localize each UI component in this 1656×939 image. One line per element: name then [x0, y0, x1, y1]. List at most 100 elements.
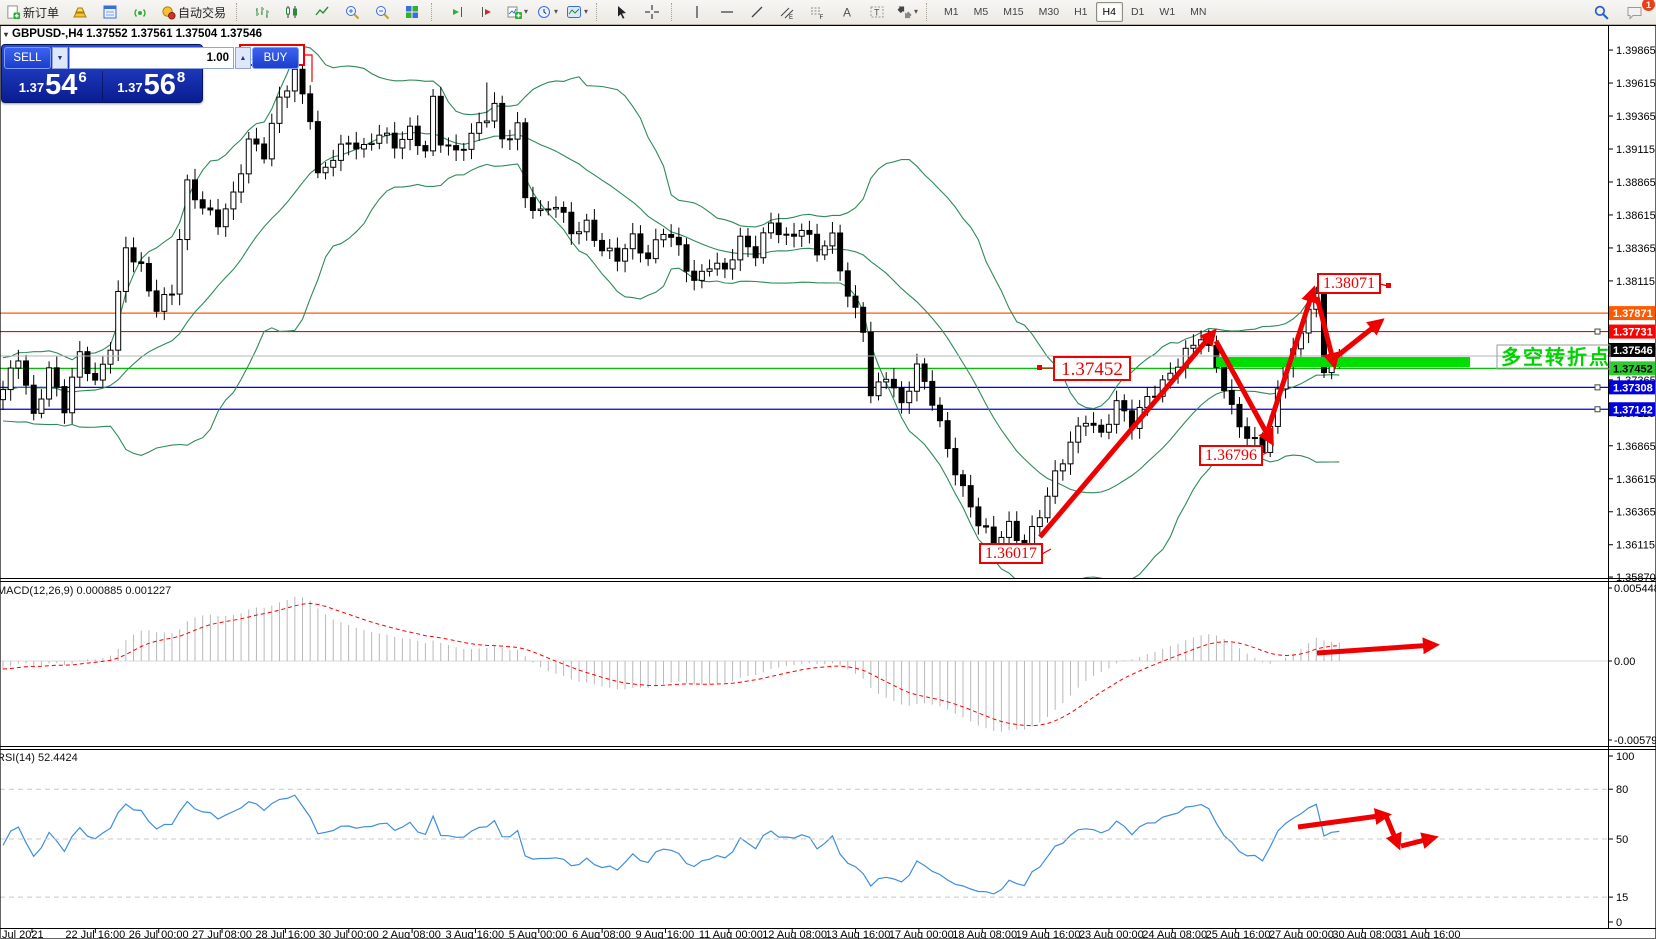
- period-button[interactable]: ▾: [532, 1, 562, 23]
- svg-text:1.39115: 1.39115: [1616, 144, 1655, 156]
- svg-text:22 Jul 16:00: 22 Jul 16:00: [65, 929, 125, 939]
- crosshair-icon: [645, 5, 660, 19]
- macd-indicator: [0, 596, 1608, 732]
- sell-price[interactable]: 1.37 54 6: [4, 69, 103, 101]
- gold-button[interactable]: [65, 1, 95, 23]
- svg-text:80: 80: [1616, 784, 1628, 796]
- candlesticks: [0, 56, 1343, 563]
- svg-text:26 Jul 00:00: 26 Jul 00:00: [129, 929, 189, 939]
- dropdown-caret-icon: ▾: [524, 7, 529, 16]
- svg-text:28 Jul 16:00: 28 Jul 16:00: [255, 929, 315, 939]
- signal-button[interactable]: [125, 1, 155, 23]
- timeframe-d1[interactable]: D1: [1130, 6, 1145, 18]
- svg-text:1.38865: 1.38865: [1616, 177, 1656, 189]
- timeframe-h1[interactable]: H1: [1074, 6, 1088, 18]
- cn-turning-point-label[interactable]: 多空转折点: [1496, 344, 1611, 370]
- cursor-button[interactable]: [607, 1, 637, 23]
- volume-increase-button[interactable]: ▲: [235, 47, 251, 69]
- buy-button[interactable]: BUY: [252, 47, 299, 69]
- buy-price[interactable]: 1.37 56 8: [103, 69, 201, 100]
- toolbar-right-group: 1: [1586, 0, 1655, 23]
- new-order-label: 新订单: [23, 5, 60, 20]
- candle-chart-icon: [286, 6, 298, 18]
- tile-windows-button[interactable]: [397, 1, 427, 23]
- timeframe-m5[interactable]: M5: [973, 6, 989, 18]
- svg-text:1.38615: 1.38615: [1616, 210, 1656, 222]
- macd-label: MACD(12,26,9) 0.000885 0.001227: [0, 585, 171, 597]
- time-axis[interactable]: Jul 2021 22 Jul 16:00 26 Jul 00:00 27 Jul 0…: [2, 929, 1461, 939]
- svg-text:100: 100: [1616, 751, 1634, 763]
- line-chart-button[interactable]: [307, 1, 337, 23]
- template-icon: [567, 6, 582, 18]
- crosshair-button[interactable]: [637, 1, 667, 23]
- vline-tool-button[interactable]: [682, 1, 712, 23]
- zoom-out-button[interactable]: [367, 1, 397, 23]
- svg-text:1.37871: 1.37871: [1613, 308, 1653, 320]
- svg-text:1.37452: 1.37452: [1613, 363, 1653, 375]
- svg-text:3 Aug 16:00: 3 Aug 16:00: [445, 929, 504, 939]
- auto-trading-button[interactable]: 自动交易: [155, 1, 232, 23]
- fibonacci-tool-button[interactable]: F: [802, 1, 832, 23]
- svg-text:1.38115: 1.38115: [1616, 276, 1655, 288]
- trendline-icon: [751, 6, 763, 18]
- bar-chart-button[interactable]: [247, 1, 277, 23]
- cursor-icon: [618, 6, 627, 19]
- svg-text:50: 50: [1616, 834, 1628, 846]
- chart-shift-icon: [482, 7, 492, 17]
- zoom-in-button[interactable]: [337, 1, 367, 23]
- volume-decrease-button[interactable]: ▼: [52, 47, 68, 69]
- candle-chart-button[interactable]: [277, 1, 307, 23]
- add-indicator-button[interactable]: ▾: [502, 1, 532, 23]
- timeframe-m1[interactable]: M1: [944, 6, 959, 18]
- svg-text:15: 15: [1616, 892, 1628, 904]
- horizontal-line-icon: [721, 11, 734, 13]
- timeframe-m30[interactable]: M30: [1038, 6, 1060, 18]
- search-button[interactable]: [1586, 1, 1616, 23]
- auto-scroll-button[interactable]: [442, 1, 472, 23]
- arrows-icon: [897, 6, 912, 19]
- horizontal-price-lines[interactable]: [0, 312, 1608, 413]
- toolbar-separator: [236, 3, 244, 21]
- label-tool-button[interactable]: T: [862, 1, 892, 23]
- market-watch-button[interactable]: [95, 1, 125, 23]
- chat-button[interactable]: 1: [1620, 0, 1655, 23]
- trend-arrows[interactable]: [1038, 285, 1440, 851]
- svg-text:31 Aug 16:00: 31 Aug 16:00: [1396, 929, 1461, 939]
- channel-tool-button[interactable]: E: [772, 1, 802, 23]
- template-button[interactable]: ▾: [562, 1, 592, 23]
- price-axis[interactable]: 1.39865 1.39615 1.39365 1.39115 1.38865 1.386…: [1608, 45, 1656, 929]
- gold-icon: [73, 7, 87, 18]
- timeframe-w1[interactable]: W1: [1159, 6, 1176, 18]
- hline-tool-button[interactable]: [712, 1, 742, 23]
- svg-text:30 Jul 00:00: 30 Jul 00:00: [319, 929, 379, 939]
- trendline-tool-button[interactable]: [742, 1, 772, 23]
- arrows-tool-button[interactable]: ▾: [892, 1, 922, 23]
- svg-text:1.36796: 1.36796: [1205, 447, 1257, 464]
- svg-text:9 Aug 16:00: 9 Aug 16:00: [636, 929, 695, 939]
- svg-text:1.39865: 1.39865: [1616, 45, 1656, 57]
- support-bar[interactable]: [1216, 357, 1470, 368]
- timeframe-m15[interactable]: M15: [1003, 6, 1024, 18]
- bollinger-bands: [2, 45, 1340, 578]
- new-order-button[interactable]: 新订单: [0, 1, 65, 23]
- timeframe-mn[interactable]: MN: [1190, 6, 1207, 18]
- timeframe-h4[interactable]: H4: [1095, 2, 1123, 22]
- collapse-triangle-icon[interactable]: ▾: [4, 29, 9, 39]
- dropdown-caret-icon: ▾: [554, 7, 559, 16]
- svg-text:1.37546: 1.37546: [1613, 345, 1653, 357]
- sell-button[interactable]: SELL: [4, 47, 51, 69]
- sell-price-big: 54: [45, 69, 78, 101]
- chart-shift-button[interactable]: [472, 1, 502, 23]
- svg-text:1.36017: 1.36017: [985, 545, 1037, 562]
- auto-trading-label: 自动交易: [178, 5, 227, 20]
- text-tool-button[interactable]: A: [832, 1, 862, 23]
- svg-text:6 Aug 08:00: 6 Aug 08:00: [572, 929, 631, 939]
- chat-icon: [1627, 6, 1642, 20]
- add-indicator-icon: [507, 6, 523, 19]
- buy-price-prefix: 1.37: [117, 80, 143, 95]
- svg-text:1.39365: 1.39365: [1616, 111, 1656, 123]
- dropdown-caret-icon: ▾: [914, 7, 919, 16]
- volume-input[interactable]: [69, 47, 234, 69]
